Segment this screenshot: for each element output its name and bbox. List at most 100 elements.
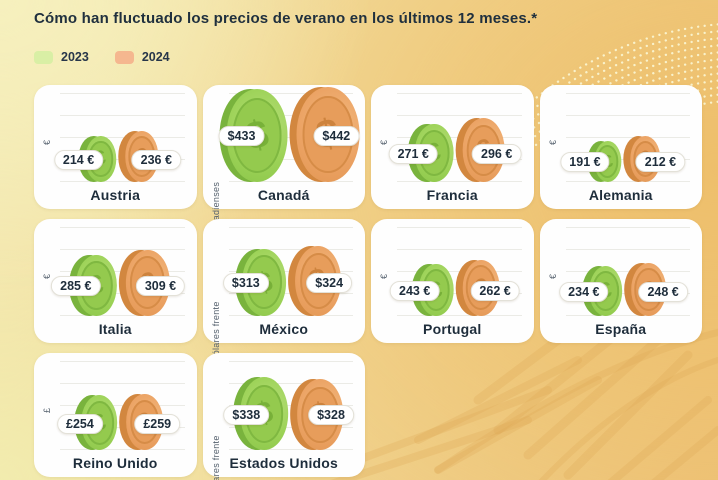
- axis-currency-label: €: [379, 273, 389, 279]
- legend-swatch-2023-icon: [34, 50, 53, 64]
- country-name: Italia: [98, 321, 132, 337]
- price-label-2024: $328: [308, 404, 354, 425]
- coin-pair: £ £ £254 £259: [57, 394, 181, 450]
- coin-pair: € € 243 € 262 €: [390, 259, 520, 316]
- gridline: [228, 249, 353, 250]
- country-card: € € € 214 € 236 €: [34, 85, 197, 209]
- axis-currency-label: €: [42, 139, 52, 145]
- gridline: [60, 181, 185, 182]
- coin-pair: $ $ $433 $442: [218, 86, 360, 182]
- country-name: Canadá: [257, 187, 310, 203]
- mini-chart: Dólares frente $ $ $313 $: [209, 225, 360, 362]
- gridline: [228, 93, 353, 94]
- country-name: Alemania: [588, 187, 653, 203]
- axis-currency-label: €: [547, 139, 558, 145]
- country-name: Austria: [90, 187, 141, 203]
- gridline: [60, 227, 185, 228]
- gridline: [228, 181, 353, 182]
- country-card: € € € 234 € 248 €: [539, 219, 702, 343]
- gridline: [228, 383, 353, 384]
- gridline: [565, 227, 690, 228]
- cards-grid: € € € 214 € 236 €: [34, 85, 702, 480]
- price-label-2023: $338: [223, 404, 270, 425]
- legend-label-2023: 2023: [61, 50, 89, 64]
- price-label-2023: 271 €: [388, 143, 438, 164]
- country-card: € € € 271 € 296 €: [371, 85, 534, 209]
- country-card: £ £ £ £254 £259: [34, 353, 197, 477]
- price-label-2023: 234 €: [559, 281, 609, 302]
- country-name: Portugal: [423, 321, 482, 337]
- country-name: Reino Unido: [72, 455, 158, 471]
- legend-label-2024: 2024: [141, 50, 170, 64]
- price-label-2024: $324: [306, 273, 353, 294]
- coin-pair: € € 191 € 212 €: [560, 136, 686, 182]
- axis-currency-label: €: [42, 273, 52, 279]
- gridline: [397, 115, 522, 116]
- gridline: [565, 249, 690, 250]
- price-label-2023: 243 €: [390, 280, 440, 301]
- mini-chart: € € € 243 € 262 €: [377, 225, 528, 317]
- gridline: [60, 249, 185, 250]
- gridline: [228, 227, 353, 228]
- country-card: € € € 285 € 309 €: [34, 219, 197, 343]
- gridline: [565, 115, 690, 116]
- country-card: Dólares frente $ $ $313 $: [202, 219, 365, 362]
- legend: 2023 2024: [34, 49, 710, 65]
- axis-currency-label: €: [547, 273, 558, 279]
- legend-swatch-2024-icon: [114, 50, 134, 64]
- gridline: [60, 93, 185, 94]
- country-card: Dólares canadienses $ $ $433: [202, 85, 365, 272]
- price-label-2023: 191 €: [560, 152, 610, 173]
- price-label-2023: £254: [57, 413, 103, 434]
- price-label-2024: 248 €: [638, 281, 688, 302]
- mini-chart: € € € 285 € 309 €: [40, 225, 191, 317]
- coin-pair: $ $ $338 $328: [223, 377, 354, 450]
- price-label-2024: 262 €: [470, 280, 520, 301]
- gridline: [397, 315, 522, 316]
- axis-currency-label: €: [379, 139, 389, 145]
- gridline: [228, 315, 353, 316]
- country-card: Dólares frente $ $ $338 $: [202, 353, 365, 480]
- price-label-2023: 214 €: [53, 150, 104, 170]
- coin-2024: $: [289, 86, 360, 182]
- gridline: [397, 227, 522, 228]
- gridline: [60, 315, 185, 316]
- price-label-2023: $433: [218, 126, 265, 147]
- legend-item-2023: 2023: [34, 50, 89, 64]
- axis-currency-label: Dólares frente: [210, 435, 221, 480]
- price-label-2024: 309 €: [135, 276, 186, 297]
- coin-pair: € € 285 € 309 €: [51, 249, 186, 316]
- country-name: España: [595, 321, 647, 337]
- coin-pair: € € 234 € 248 €: [559, 262, 688, 316]
- mini-chart: £ £ £ £254 £259: [40, 359, 191, 451]
- gridline: [60, 361, 185, 362]
- country-card: € € € 191 € 212 €: [539, 85, 702, 209]
- price-label-2024: 212 €: [635, 152, 686, 173]
- coin-pair: € € 214 € 236 €: [53, 131, 181, 182]
- gridline: [228, 361, 353, 362]
- axis-currency-label: £: [42, 407, 52, 413]
- mini-chart: Dólares frente $ $ $338 $: [209, 359, 360, 480]
- coin-pair: $ $ $313 $324: [222, 246, 353, 316]
- coin-face: $: [296, 86, 360, 182]
- coin-pair: € € 271 € 296 €: [388, 118, 522, 182]
- legend-item-2024: 2024: [114, 50, 170, 64]
- price-label-2023: 285 €: [51, 276, 101, 297]
- price-label-2024: 296 €: [471, 143, 522, 164]
- gridline: [228, 449, 353, 450]
- country-name: México: [259, 321, 309, 337]
- mini-chart: Dólares canadienses $ $ $433: [209, 86, 360, 272]
- mini-chart: € € € 191 € 212 €: [546, 91, 697, 183]
- page-title: Cómo han fluctuado los precios de verano…: [34, 10, 538, 27]
- country-name: Estados Unidos: [229, 455, 339, 471]
- gridline: [397, 249, 522, 250]
- gridline: [565, 315, 690, 316]
- price-label-2023: $313: [222, 273, 269, 294]
- gridline: [565, 93, 690, 94]
- country-card: € € € 243 € 262 €: [371, 219, 534, 343]
- country-name: Francia: [426, 187, 478, 203]
- gridline: [60, 449, 185, 450]
- gridline: [60, 383, 185, 384]
- gridline: [60, 115, 185, 116]
- mini-chart: € € € 234 € 248 €: [546, 225, 697, 317]
